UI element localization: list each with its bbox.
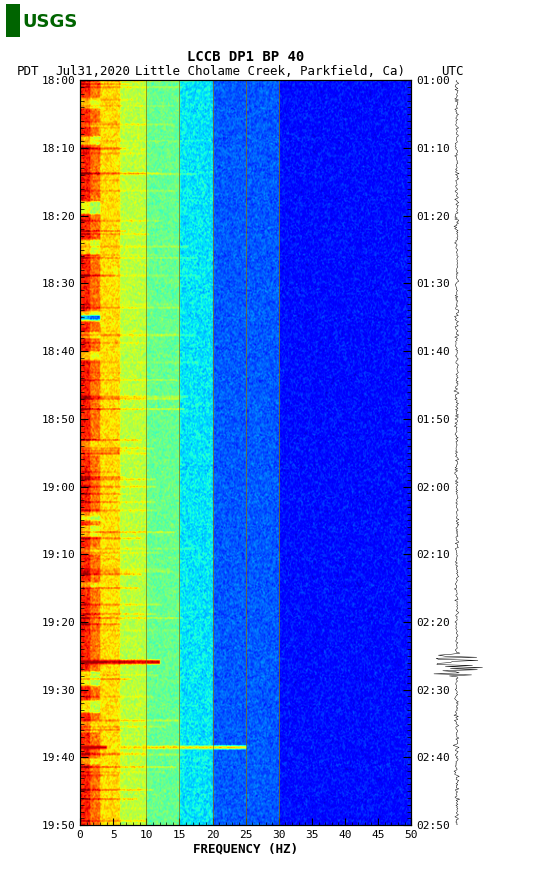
Text: PDT: PDT	[17, 65, 39, 78]
Text: UTC: UTC	[442, 65, 464, 78]
Text: Little Cholame Creek, Parkfield, Ca): Little Cholame Creek, Parkfield, Ca)	[135, 65, 405, 78]
FancyBboxPatch shape	[6, 4, 20, 37]
Text: Jul31,2020: Jul31,2020	[55, 65, 130, 78]
Text: USGS: USGS	[23, 13, 78, 31]
Text: LCCB DP1 BP 40: LCCB DP1 BP 40	[187, 50, 304, 64]
X-axis label: FREQUENCY (HZ): FREQUENCY (HZ)	[193, 843, 298, 855]
